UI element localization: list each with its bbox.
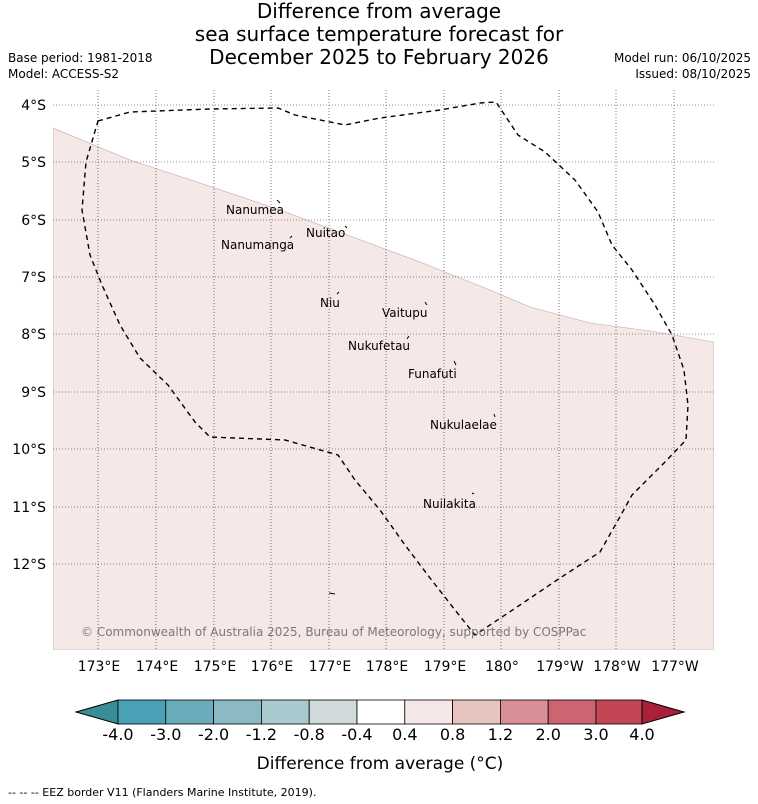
colorbar-high-extend: [641, 699, 686, 725]
lon-label: 176°E: [251, 659, 294, 675]
title-line-2: sea surface temperature forecast for: [194, 22, 564, 46]
place-nukufetau: Nukufetau: [348, 339, 410, 353]
colorbar-tick-label: 4.0: [629, 725, 654, 744]
colorbar-tick-label: -4.0: [102, 725, 133, 744]
colorbar-low-extend: [74, 699, 119, 725]
colorbar-segment: [452, 699, 501, 725]
copyright-notice: © Commonwealth of Australia 2025, Bureau…: [81, 625, 586, 639]
lat-label: 12°S: [12, 557, 46, 573]
colorbar-tick-label: 1.2: [488, 725, 513, 744]
colorbar-tick-label: -3.0: [150, 725, 181, 744]
lon-label: 177°W: [651, 659, 699, 675]
lat-label: 8°S: [21, 327, 46, 343]
issued-date: Issued: 08/10/2025: [635, 67, 751, 81]
title-line-1: Difference from average: [256, 0, 502, 23]
colorbar-tick-label: 2.0: [535, 725, 560, 744]
island-mark: [328, 592, 336, 595]
island-mark: [276, 199, 281, 204]
colorbar-tick-label: -1.2: [246, 725, 277, 744]
colorbar: [74, 699, 686, 725]
island-mark: [453, 360, 457, 366]
lon-label: 173°E: [78, 659, 121, 675]
lon-label: 175°E: [194, 659, 237, 675]
eez-legend-note: -- -- -- EEZ border V11 (Flanders Marine…: [8, 786, 317, 799]
place-nuitao: Nuitao: [306, 226, 345, 240]
colorbar-segment: [499, 699, 549, 725]
colorbar-segment: [547, 699, 597, 725]
lon-label: 174°E: [136, 659, 179, 675]
place-niu: Niu: [320, 296, 340, 310]
place-nanumanga: Nanumanga: [221, 238, 294, 252]
island-mark: [493, 413, 496, 418]
colorbar-segment: [595, 699, 643, 725]
colorbar-segment: [260, 699, 310, 725]
lon-label: 180°: [485, 659, 519, 675]
lat-label: 9°S: [21, 385, 46, 401]
lat-label: 5°S: [21, 155, 46, 171]
lon-label: 178°W: [593, 659, 641, 675]
place-vaitupu: Vaitupu: [382, 306, 428, 320]
colorbar-tick-label: -0.4: [341, 725, 372, 744]
island-mark: [289, 235, 293, 239]
colorbar-segment: [308, 699, 358, 725]
colorbar-segment: [356, 699, 406, 725]
island-mark: [336, 291, 340, 295]
eez-border: [81, 101, 689, 636]
lat-label: 7°S: [21, 270, 46, 286]
place-nukulaelae: Nukulaelae: [430, 418, 497, 432]
island-mark: [344, 225, 348, 229]
place-funafuti: Funafuti: [408, 367, 457, 381]
lat-label: 4°S: [21, 98, 46, 114]
colorbar-tick-label: 3.0: [583, 725, 608, 744]
colorbar-tick-label: -2.0: [198, 725, 229, 744]
island-mark: [471, 492, 475, 495]
lat-label: 10°S: [12, 442, 46, 458]
colorbar-segment: [117, 699, 167, 725]
place-nuilakita: Nuilakita: [423, 497, 476, 511]
colorbar-tick-label: 0.8: [440, 725, 465, 744]
lat-label: 11°S: [12, 500, 46, 516]
island-mark: [424, 301, 428, 306]
colorbar-tick-label: -0.8: [294, 725, 325, 744]
title-line-3: December 2025 to February 2026: [209, 45, 549, 69]
anomaly-region: [53, 127, 714, 650]
model-run: Model run: 06/10/2025: [613, 51, 751, 65]
place-nanumea: Nanumea: [226, 203, 284, 217]
lat-label: 6°S: [21, 213, 46, 229]
lon-label: 177°E: [309, 659, 352, 675]
lon-label: 178°E: [366, 659, 409, 675]
island-mark: [406, 335, 410, 340]
lon-label: 179°E: [424, 659, 467, 675]
colorbar-title: Difference from average (°C): [257, 754, 504, 774]
colorbar-tick-label: 0.4: [392, 725, 417, 744]
graticule: [53, 90, 714, 650]
base-period: Base period: 1981-2018: [8, 51, 153, 65]
colorbar-segment: [165, 699, 215, 725]
model-name: Model: ACCESS-S2: [8, 67, 120, 81]
colorbar-segment: [404, 699, 453, 725]
colorbar-segment: [213, 699, 262, 725]
lon-label: 179°W: [536, 659, 584, 675]
